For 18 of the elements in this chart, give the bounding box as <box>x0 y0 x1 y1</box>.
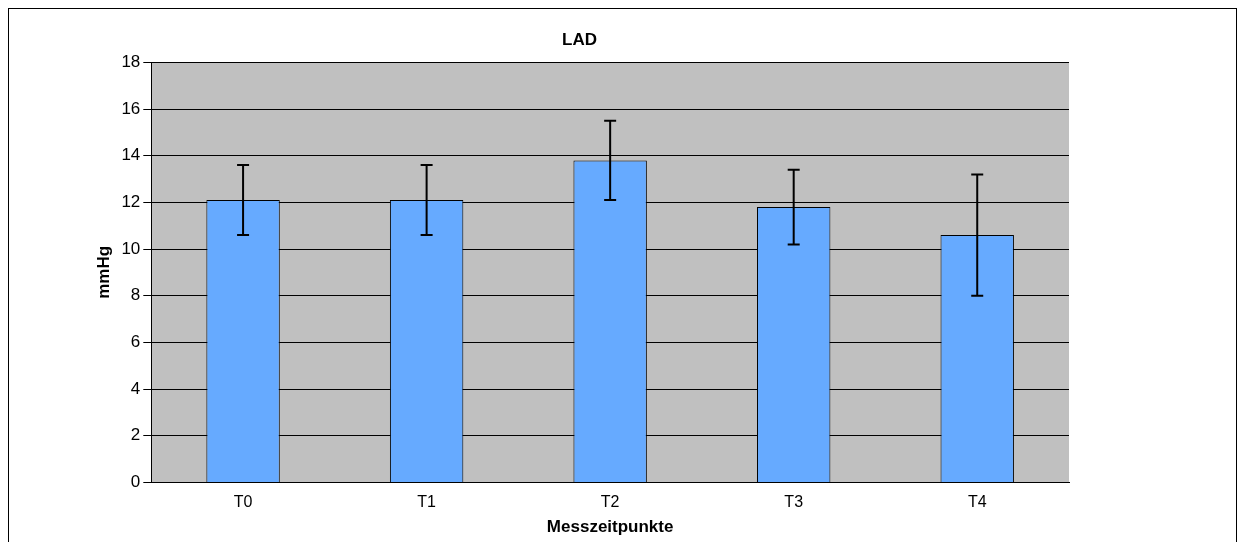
y-tick-label: 16 <box>121 98 141 118</box>
chart-title: LAD <box>562 29 597 49</box>
y-tick-label: 6 <box>130 332 141 352</box>
x-tick-label: T2 <box>600 493 620 511</box>
y-axis-title: mmHg <box>93 245 113 299</box>
x-tick-label: T1 <box>417 493 437 511</box>
y-tick-label: 2 <box>130 425 141 445</box>
x-tick-label: T3 <box>784 493 804 511</box>
x-tick-label: T4 <box>967 493 987 511</box>
y-tick-label: 18 <box>121 52 141 72</box>
y-tick-label: 12 <box>121 192 141 212</box>
y-tick-label: 4 <box>130 378 141 398</box>
y-tick-label: 14 <box>121 145 141 165</box>
x-tick-label: T0 <box>233 493 253 511</box>
y-tick-label: 0 <box>130 472 141 492</box>
y-tick-label: 10 <box>121 238 141 258</box>
y-tick-label: 8 <box>130 285 141 305</box>
x-axis-title: Messzeitpunkte <box>546 517 674 537</box>
